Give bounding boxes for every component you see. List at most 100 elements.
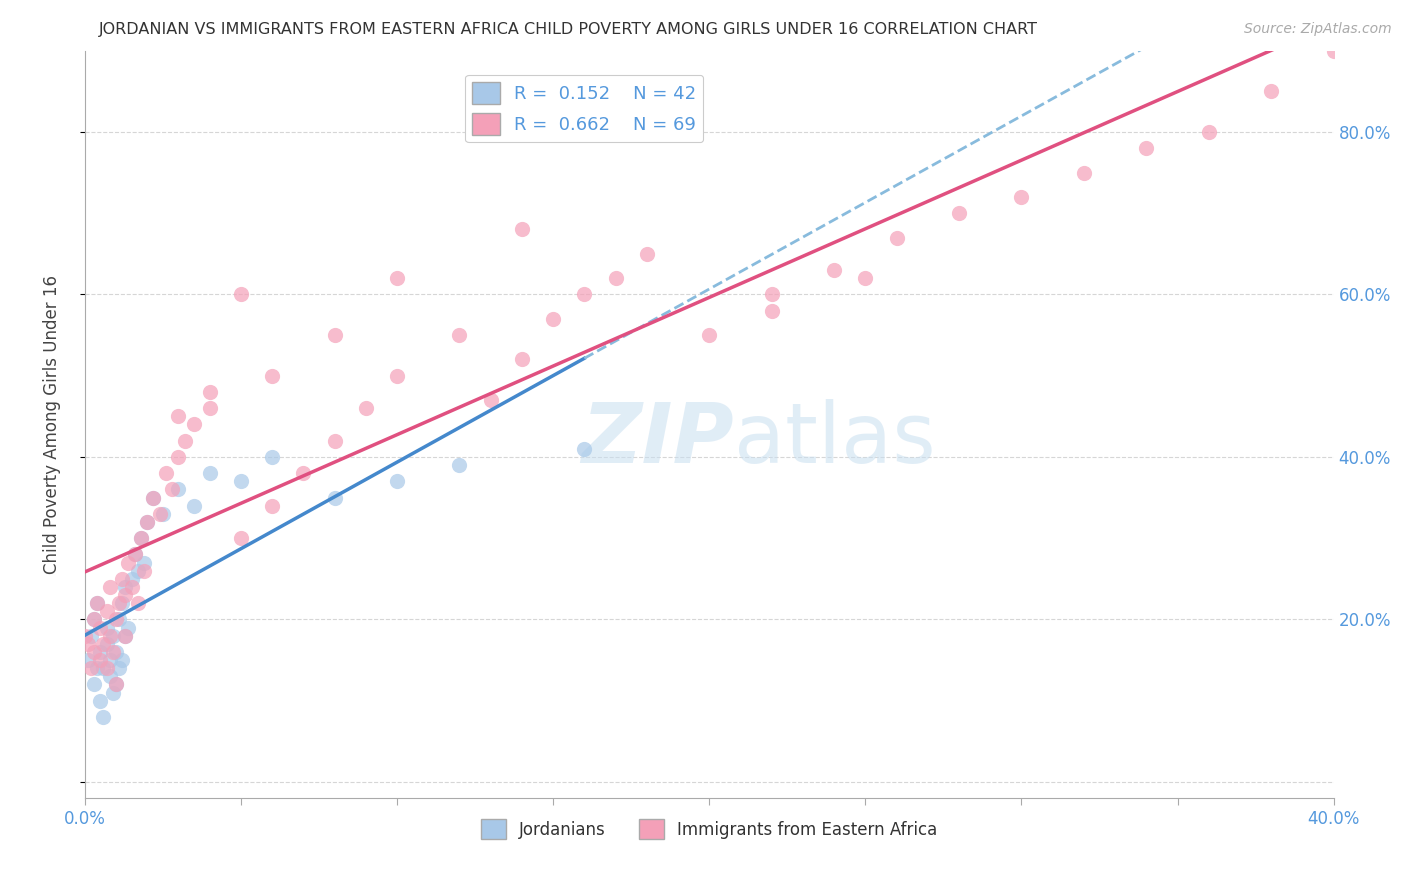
Y-axis label: Child Poverty Among Girls Under 16: Child Poverty Among Girls Under 16	[44, 275, 60, 574]
Point	[117, 556, 139, 570]
Point	[73, 629, 96, 643]
Point	[385, 368, 408, 383]
Point	[262, 450, 284, 464]
Point	[117, 621, 139, 635]
Point	[104, 612, 127, 626]
Point	[574, 287, 596, 301]
Point	[149, 507, 172, 521]
Point	[136, 515, 159, 529]
Point	[111, 572, 134, 586]
Point	[96, 637, 118, 651]
Point	[89, 621, 111, 635]
Text: Source: ZipAtlas.com: Source: ZipAtlas.com	[1244, 22, 1392, 37]
Point	[262, 368, 284, 383]
Point	[98, 580, 121, 594]
Point	[198, 466, 221, 480]
Point	[127, 564, 149, 578]
Point	[823, 263, 845, 277]
Point	[1323, 44, 1346, 58]
Point	[262, 499, 284, 513]
Point	[697, 328, 720, 343]
Text: JORDANIAN VS IMMIGRANTS FROM EASTERN AFRICA CHILD POVERTY AMONG GIRLS UNDER 16 C: JORDANIAN VS IMMIGRANTS FROM EASTERN AFR…	[98, 22, 1038, 37]
Point	[183, 499, 205, 513]
Point	[111, 596, 134, 610]
Point	[104, 677, 127, 691]
Point	[636, 247, 658, 261]
Point	[541, 311, 564, 326]
Point	[385, 475, 408, 489]
Point	[93, 637, 115, 651]
Point	[114, 588, 136, 602]
Point	[86, 596, 108, 610]
Point	[761, 287, 783, 301]
Point	[86, 661, 108, 675]
Point	[198, 384, 221, 399]
Point	[114, 629, 136, 643]
Point	[142, 491, 165, 505]
Point	[1010, 190, 1032, 204]
Text: ZIP: ZIP	[582, 399, 734, 480]
Point	[292, 466, 315, 480]
Point	[114, 580, 136, 594]
Point	[229, 531, 252, 545]
Point	[86, 596, 108, 610]
Point	[114, 629, 136, 643]
Point	[449, 458, 471, 472]
Point	[510, 352, 533, 367]
Point	[98, 629, 121, 643]
Point	[155, 466, 177, 480]
Point	[104, 645, 127, 659]
Point	[323, 434, 346, 448]
Point	[93, 710, 115, 724]
Point	[98, 653, 121, 667]
Point	[167, 483, 190, 497]
Point	[121, 580, 143, 594]
Point	[108, 596, 131, 610]
Point	[127, 596, 149, 610]
Point	[574, 442, 596, 456]
Point	[111, 653, 134, 667]
Point	[104, 677, 127, 691]
Point	[83, 612, 105, 626]
Point	[83, 677, 105, 691]
Point	[89, 693, 111, 707]
Point	[83, 612, 105, 626]
Point	[80, 629, 103, 643]
Legend: Jordanians, Immigrants from Eastern Africa: Jordanians, Immigrants from Eastern Afri…	[474, 813, 945, 846]
Point	[96, 621, 118, 635]
Point	[385, 271, 408, 285]
Point	[323, 491, 346, 505]
Point	[124, 548, 146, 562]
Point	[101, 685, 124, 699]
Point	[167, 409, 190, 424]
Point	[167, 450, 190, 464]
Point	[761, 303, 783, 318]
Point	[449, 328, 471, 343]
Point	[96, 604, 118, 618]
Text: atlas: atlas	[734, 399, 936, 480]
Point	[173, 434, 195, 448]
Point	[124, 548, 146, 562]
Point	[83, 645, 105, 659]
Point	[1135, 141, 1157, 155]
Point	[129, 531, 152, 545]
Point	[108, 661, 131, 675]
Point	[160, 483, 183, 497]
Point	[142, 491, 165, 505]
Point	[101, 645, 124, 659]
Point	[853, 271, 876, 285]
Point	[101, 629, 124, 643]
Point	[89, 645, 111, 659]
Point	[89, 653, 111, 667]
Point	[605, 271, 627, 285]
Point	[96, 661, 118, 675]
Point	[479, 392, 502, 407]
Point	[183, 417, 205, 432]
Point	[1198, 125, 1220, 139]
Point	[108, 612, 131, 626]
Point	[229, 475, 252, 489]
Point	[354, 401, 377, 416]
Point	[198, 401, 221, 416]
Point	[76, 637, 98, 651]
Point	[132, 556, 155, 570]
